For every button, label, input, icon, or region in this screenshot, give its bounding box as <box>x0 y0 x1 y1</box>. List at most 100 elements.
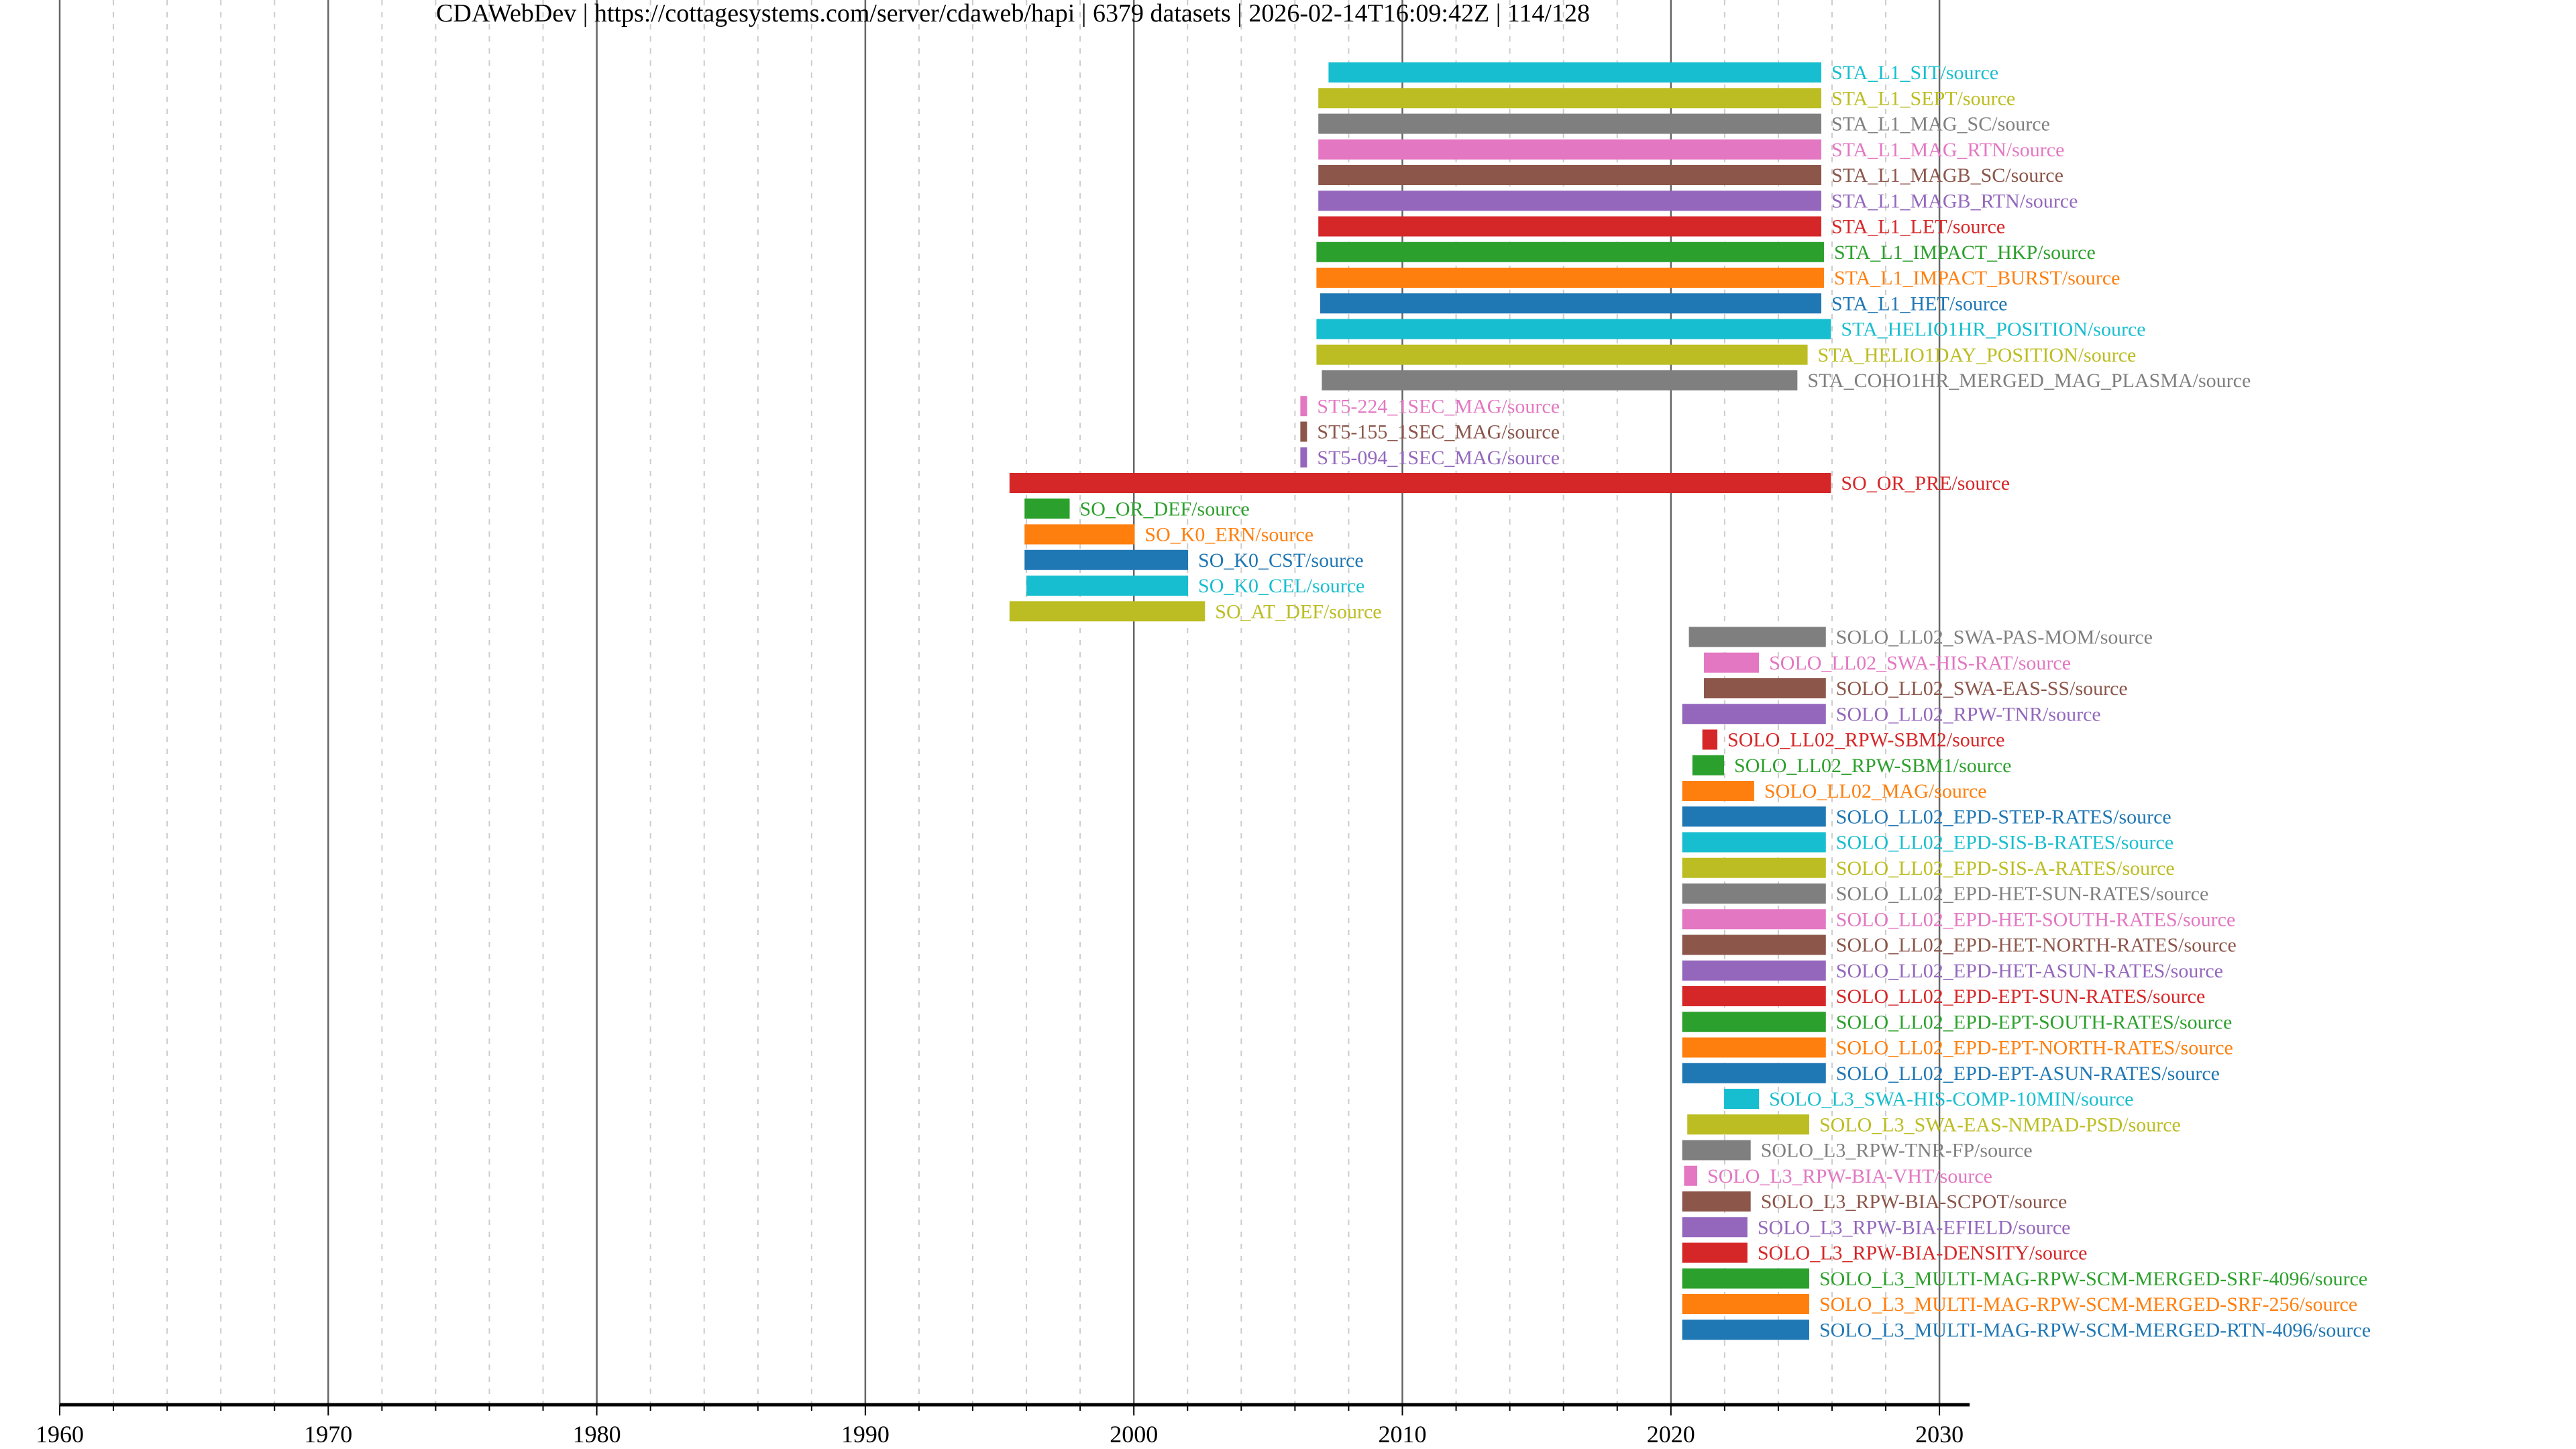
dataset-bar <box>1692 755 1725 775</box>
dataset-bar <box>1684 1165 1698 1186</box>
dataset-label: SOLO_LL02_SWA-HIS-RAT/source <box>1769 652 2071 674</box>
x-tick-label: 2020 <box>1647 1421 1695 1448</box>
dataset-label: STA_L1_IMPACT_BURST/source <box>1834 267 2121 289</box>
dataset-bar <box>1682 832 1826 853</box>
dataset-label: SOLO_L3_RPW-BIA-VHT/source <box>1707 1165 1992 1187</box>
dataset-bar <box>1318 165 1821 185</box>
dataset-label: ST5-224_1SEC_MAG/source <box>1317 395 1560 417</box>
dataset-label: SO_K0_CEL/source <box>1198 575 1364 597</box>
dataset-bar <box>1682 1012 1826 1032</box>
dataset-bar <box>1009 473 1831 493</box>
dataset-label: SOLO_LL02_RPW-SBM1/source <box>1734 755 2011 777</box>
dataset-label: SOLO_L3_MULTI-MAG-RPW-SCM-MERGED-SRF-409… <box>1819 1268 2367 1290</box>
dataset-bar <box>1682 934 1826 955</box>
dataset-label: SOLO_LL02_SWA-EAS-SS/source <box>1836 678 2128 700</box>
dataset-label: SOLO_L3_MULTI-MAG-RPW-SCM-MERGED-RTN-409… <box>1819 1319 2371 1341</box>
dataset-label: SOLO_LL02_EPD-HET-ASUN-RATES/source <box>1836 960 2223 982</box>
dataset-bar <box>1318 216 1821 237</box>
dataset-bar <box>1322 370 1798 390</box>
dataset-bar <box>1682 986 1826 1006</box>
dataset-bar <box>1688 627 1826 647</box>
dataset-label: SOLO_L3_RPW-BIA-EFIELD/source <box>1758 1216 2071 1238</box>
dataset-label: SO_K0_ERN/source <box>1144 524 1313 546</box>
dataset-bar <box>1682 1217 1748 1238</box>
dataset-label: SOLO_LL02_EPD-EPT-ASUN-RATES/source <box>1836 1063 2220 1085</box>
dataset-label: SOLO_L3_SWA-HIS-COMP-10MIN/source <box>1769 1088 2133 1110</box>
dataset-label: SOLO_L3_RPW-BIA-SCPOT/source <box>1761 1191 2068 1213</box>
dataset-bar <box>1682 857 1826 878</box>
dataset-label: STA_COHO1HR_MERGED_MAG_PLASMA/source <box>1807 370 2251 392</box>
dataset-bar <box>1300 421 1307 442</box>
dataset-bar <box>1316 319 1831 339</box>
dataset-bar <box>1682 1268 1809 1289</box>
dataset-label: SOLO_LL02_EPD-SIS-A-RATES/source <box>1836 857 2175 879</box>
dataset-bar <box>1682 781 1754 801</box>
dataset-bar <box>1318 139 1821 160</box>
dataset-label: STA_L1_IMPACT_HKP/source <box>1834 241 2096 264</box>
dataset-label: SOLO_LL02_RPW-TNR/source <box>1836 703 2101 725</box>
dataset-bar <box>1318 88 1821 109</box>
dataset-label: SOLO_LL02_EPD-EPT-NORTH-RATES/source <box>1836 1037 2233 1059</box>
x-tick-label: 1960 <box>36 1421 84 1448</box>
dataset-bar <box>1682 1320 1809 1340</box>
dataset-label: SOLO_LL02_EPD-EPT-SOUTH-RATES/source <box>1836 1011 2233 1033</box>
x-tick-label: 2030 <box>1915 1421 1964 1448</box>
dataset-label: STA_L1_LET/source <box>1831 216 2005 238</box>
dataset-label: SO_OR_PRE/source <box>1841 472 2010 494</box>
dataset-label: STA_HELIO1DAY_POSITION/source <box>1818 344 2137 366</box>
dataset-bar <box>1682 1037 1826 1058</box>
dataset-bar <box>1318 191 1821 211</box>
dataset-bar <box>1300 447 1307 468</box>
dataset-label: STA_L1_MAGB_SC/source <box>1831 164 2063 186</box>
dataset-label: STA_L1_MAG_RTN/source <box>1831 139 2064 161</box>
dataset-bar <box>1682 960 1826 981</box>
dataset-label: SOLO_LL02_EPD-HET-SUN-RATES/source <box>1836 883 2209 905</box>
dataset-bar <box>1300 396 1307 417</box>
dataset-bar <box>1724 1089 1760 1109</box>
dataset-label: SOLO_LL02_EPD-STEP-RATES/source <box>1836 806 2171 828</box>
dataset-label: ST5-094_1SEC_MAG/source <box>1317 447 1560 469</box>
dataset-bar <box>1009 601 1205 622</box>
dataset-label: SOLO_L3_RPW-BIA-DENSITY/source <box>1758 1242 2088 1265</box>
dataset-label: SOLO_L3_RPW-TNR-FP/source <box>1761 1140 2033 1162</box>
x-tick-label: 1990 <box>841 1421 890 1448</box>
x-tick-label: 2000 <box>1110 1421 1158 1448</box>
dataset-bar <box>1682 1063 1826 1083</box>
dataset-bar <box>1318 113 1821 134</box>
dataset-label: SOLO_LL02_MAG/source <box>1764 780 1987 802</box>
dataset-bar <box>1320 293 1821 314</box>
dataset-label: STA_L1_SEPT/source <box>1831 87 2015 109</box>
dataset-bar <box>1682 704 1826 724</box>
dataset-label: SO_AT_DEF/source <box>1215 600 1381 623</box>
dataset-label: SOLO_L3_MULTI-MAG-RPW-SCM-MERGED-SRF-256… <box>1819 1293 2357 1316</box>
dataset-bar <box>1704 652 1760 673</box>
dataset-label: STA_L1_SIT/source <box>1831 62 1998 84</box>
dataset-bar <box>1682 1242 1748 1263</box>
dataset-bar <box>1316 268 1824 288</box>
dataset-bar <box>1024 498 1070 519</box>
dataset-label: SO_OR_DEF/source <box>1080 498 1250 520</box>
chart-title: CDAWebDev | https://cottagesystems.com/s… <box>436 0 1590 28</box>
dataset-label: SOLO_LL02_SWA-PAS-MOM/source <box>1836 627 2153 649</box>
dataset-label: SOLO_LL02_EPD-HET-NORTH-RATES/source <box>1836 934 2237 957</box>
dataset-label: STA_L1_MAGB_RTN/source <box>1831 190 2078 212</box>
x-tick-label: 1970 <box>304 1421 352 1448</box>
dataset-bar <box>1682 806 1826 827</box>
dataset-bar <box>1316 344 1808 365</box>
dataset-bar <box>1682 1191 1751 1212</box>
dataset-label: STA_HELIO1HR_POSITION/source <box>1841 319 2145 341</box>
dataset-label: STA_L1_MAG_SC/source <box>1831 113 2050 136</box>
x-tick-label: 1980 <box>573 1421 621 1448</box>
dataset-bar <box>1682 909 1826 930</box>
dataset-bar <box>1682 883 1826 904</box>
dataset-label: SOLO_LL02_EPD-HET-SOUTH-RATES/source <box>1836 908 2236 930</box>
dataset-label: SO_K0_CST/source <box>1198 549 1364 572</box>
x-tick-label: 2010 <box>1379 1421 1427 1448</box>
dataset-bar <box>1702 729 1718 750</box>
dataset-label: SOLO_LL02_EPD-SIS-B-RATES/source <box>1836 832 2174 854</box>
dataset-bar <box>1682 1294 1809 1314</box>
dataset-bar <box>1024 549 1189 570</box>
dataset-bar <box>1316 241 1824 262</box>
dataset-bar <box>1704 678 1826 698</box>
